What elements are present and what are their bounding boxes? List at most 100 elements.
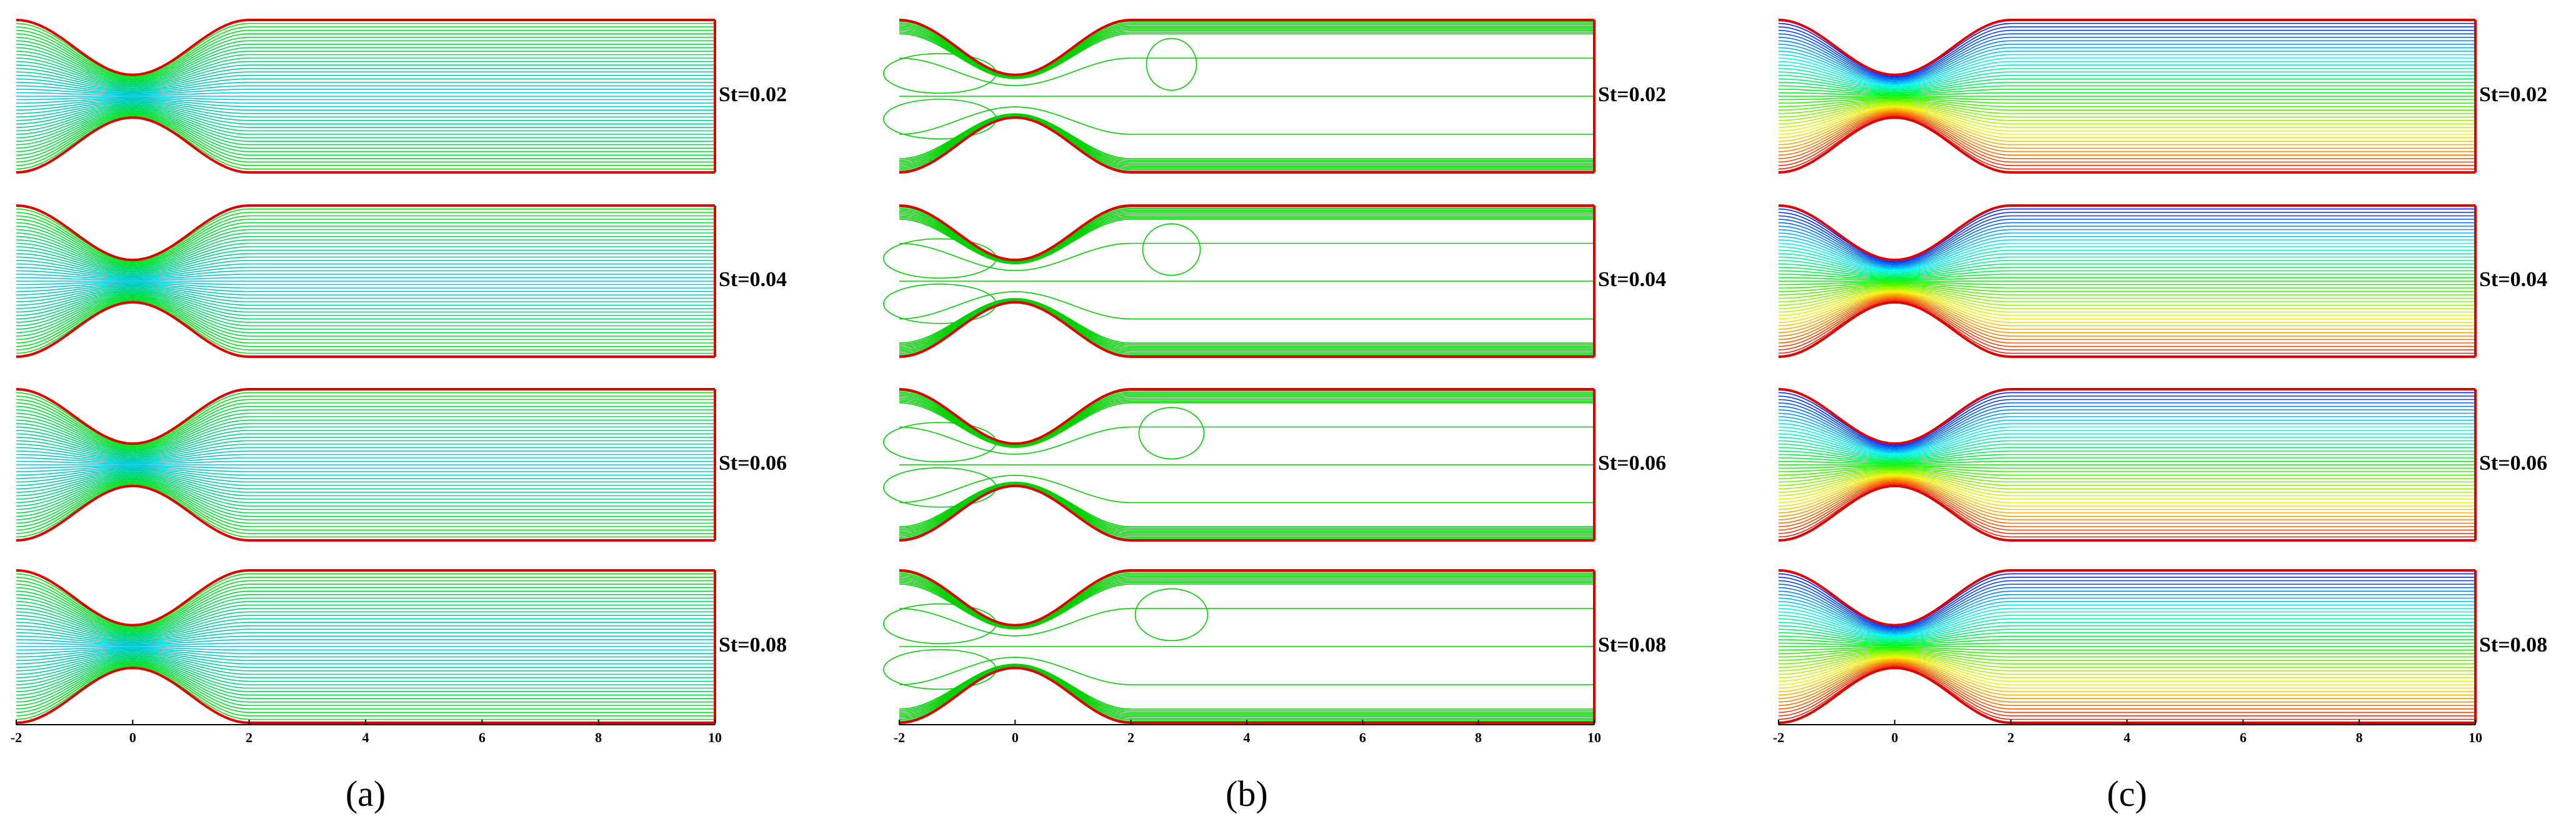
streamline <box>1779 274 2475 280</box>
streamline <box>1778 236 2475 269</box>
streamline <box>1778 229 2475 267</box>
streamline <box>16 474 715 500</box>
streamline <box>16 440 715 459</box>
streamline <box>1779 648 2475 658</box>
streamline <box>1778 655 2475 682</box>
streamline <box>899 299 1594 349</box>
tick-label: 0 <box>1012 730 1019 745</box>
streamline <box>899 608 1594 637</box>
streamline <box>16 92 715 96</box>
streamline <box>1778 33 2475 79</box>
streamline <box>16 665 715 717</box>
streamline <box>899 57 1594 86</box>
tick-label: 4 <box>1244 730 1251 745</box>
streamline <box>1778 593 2475 633</box>
streamline <box>1778 419 2475 453</box>
streamline <box>1778 295 2475 334</box>
streamline <box>16 256 715 275</box>
streamline <box>16 473 715 497</box>
streamline <box>16 405 715 449</box>
streamline <box>1778 293 2475 327</box>
streamline <box>1778 475 2475 504</box>
streamline <box>1778 212 2475 263</box>
streamline <box>16 110 715 149</box>
streamline <box>1778 660 2475 699</box>
streamline <box>16 580 715 629</box>
streamline <box>16 583 715 630</box>
streamline <box>16 47 715 84</box>
streamline <box>16 236 715 269</box>
streamline <box>16 51 715 84</box>
streamline <box>1778 426 2475 455</box>
tick-label: 8 <box>2356 730 2363 745</box>
streamline <box>1778 661 2475 703</box>
tick-label: 0 <box>1891 730 1898 745</box>
tick-label: 10 <box>708 730 722 745</box>
tick-label: -2 <box>894 730 905 745</box>
streamline <box>16 288 715 309</box>
streamline <box>16 229 715 267</box>
streamline <box>899 113 1594 159</box>
streamline <box>1778 651 2475 665</box>
streamline <box>1778 219 2475 265</box>
streamline <box>16 106 715 135</box>
streamline <box>16 115 715 166</box>
subplot: St=0.06 <box>16 388 787 542</box>
streamline <box>1778 297 2475 344</box>
tick-label: 2 <box>1127 730 1134 745</box>
streamline <box>1778 242 2475 271</box>
streamline <box>16 482 715 531</box>
streamline <box>1778 472 2475 493</box>
streamline <box>16 423 715 454</box>
streamline <box>16 402 715 449</box>
subplot: St=0.02 <box>883 19 1666 174</box>
streamline <box>1778 285 2475 299</box>
streamline <box>1778 287 2475 306</box>
streamline <box>1778 423 2475 454</box>
streamline <box>16 232 715 269</box>
streamline <box>16 97 715 104</box>
streamline <box>1779 277 2475 281</box>
streamline <box>1778 100 2475 114</box>
streamline <box>1778 653 2475 675</box>
streamline <box>1779 85 2475 94</box>
streamline <box>16 260 715 276</box>
streamline <box>16 450 715 462</box>
streamline <box>1778 74 2475 91</box>
streamline <box>16 601 715 635</box>
streamline <box>1779 635 2475 645</box>
wall <box>16 569 715 627</box>
streamline <box>1778 249 2475 273</box>
streamline <box>1778 590 2475 632</box>
streamline <box>16 653 715 675</box>
streamline <box>1778 107 2475 139</box>
streamline <box>16 628 715 642</box>
wall <box>16 116 715 174</box>
streamline <box>1778 665 2475 717</box>
streamline <box>899 475 1594 504</box>
streamline <box>899 665 1594 716</box>
recirculation <box>883 284 997 324</box>
streamline <box>899 298 1594 345</box>
streamline <box>1779 647 2475 651</box>
streamline <box>1778 61 2475 87</box>
streamline <box>16 650 715 661</box>
streamline <box>1778 475 2475 507</box>
streamline <box>16 212 715 263</box>
wall <box>899 484 1594 542</box>
streamline <box>16 447 715 461</box>
streamline <box>1778 659 2475 696</box>
streamline <box>16 466 715 472</box>
streamline <box>1778 112 2475 156</box>
streamline <box>1778 99 2475 111</box>
streamline <box>16 648 715 654</box>
streamline <box>16 409 715 450</box>
tick-label: -2 <box>11 730 22 745</box>
streamline <box>16 114 715 163</box>
streamline <box>899 212 1594 263</box>
streamline <box>16 215 715 264</box>
streamline <box>1778 284 2475 295</box>
recirculation <box>883 238 997 279</box>
streamline <box>16 57 715 86</box>
st-label: St=0.06 <box>1598 452 1666 475</box>
